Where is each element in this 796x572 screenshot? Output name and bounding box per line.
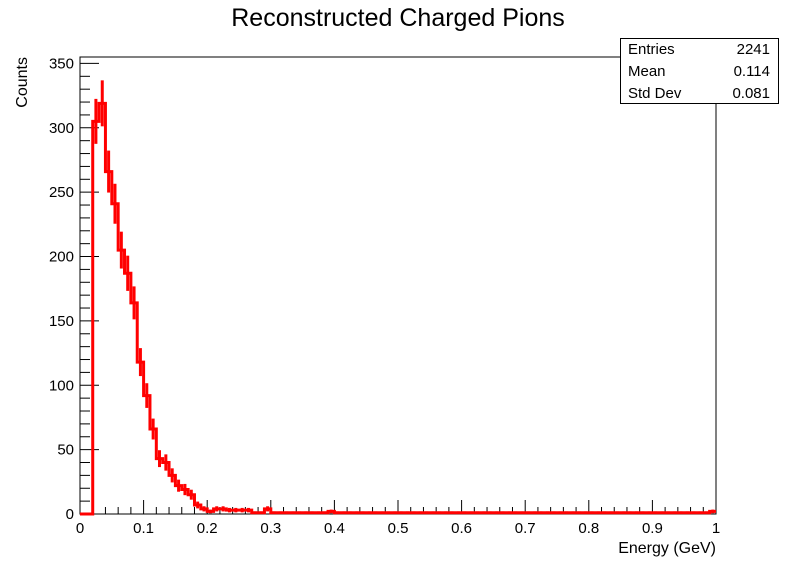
x-tick-label: 0.6 [451,520,472,537]
stats-label: Mean [628,63,666,80]
stats-label: Std Dev [628,85,682,102]
y-tick-label: 0 [66,506,74,523]
y-tick-label: 200 [49,249,74,266]
histogram-step-line [80,101,716,516]
x-tick-label: 0.1 [133,520,154,537]
y-tick-label: 350 [49,55,74,72]
x-tick-label: 0 [76,520,84,537]
stats-value: 0.114 [733,63,770,80]
x-tick-label: 0.8 [578,520,599,537]
chart-title: Reconstructed Charged Pions [231,4,565,32]
stats-row-stddev: Std Dev 0.081 [621,83,778,105]
x-tick-label: 0.4 [324,520,345,537]
x-tick-label: 0.2 [197,520,218,537]
y-axis-label: Counts [14,57,31,108]
stats-row-entries: Entries 2241 [621,39,778,61]
y-tick-label: 150 [49,313,74,330]
stats-value: 0.081 [732,85,770,102]
stats-box: Entries 2241 Mean 0.114 Std Dev 0.081 [620,38,779,104]
x-tick-label: 0.7 [515,520,536,537]
x-tick-label: 1 [712,520,720,537]
plot-frame [79,56,717,515]
y-tick-label: 250 [49,184,74,201]
x-axis-label: Energy (GeV) [618,540,716,557]
y-tick-label: 50 [57,442,74,459]
stats-value: 2241 [736,41,770,58]
y-tick-label: 300 [49,120,74,137]
y-tick-label: 100 [49,377,74,394]
x-tick-label: 0.9 [642,520,663,537]
x-tick-label: 0.5 [388,520,409,537]
stats-row-mean: Mean 0.114 [621,61,778,83]
stats-label: Entries [628,41,675,58]
x-tick-label: 0.3 [260,520,281,537]
